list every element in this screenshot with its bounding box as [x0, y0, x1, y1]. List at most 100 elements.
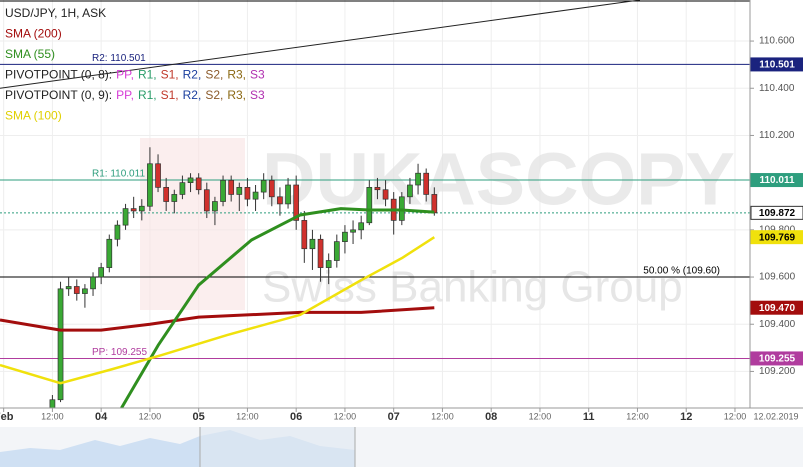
candle-body: [366, 187, 373, 224]
legend-entry: PIVOTPOINT (0, 8): PP, R1, S1, R2, S2, R3, S3: [5, 68, 265, 82]
candle-body: [106, 238, 113, 268]
level-label: 61.80 % (110.77): [644, 0, 720, 1]
candle-body: [423, 172, 430, 195]
x-tick-label: 12:00: [41, 411, 64, 421]
legend-item: R3,: [227, 88, 246, 102]
candle-body: [220, 179, 226, 202]
x-tick-label: 12:00: [431, 411, 454, 421]
level-label: PP: 109.255: [92, 347, 147, 358]
y-tick-label: 110.400: [759, 83, 795, 94]
candle-body: [49, 399, 56, 408]
x-tick-label: 12:00: [236, 411, 259, 421]
candle-body: [65, 286, 72, 290]
plot-area: R2: 110.501 R1: 110.011 PP: 109.255 50.00 %…: [0, 0, 750, 408]
candle-body: [98, 267, 105, 278]
candle-body: [301, 220, 308, 250]
candle-body: [195, 177, 202, 191]
y-tick-label: 109.400: [759, 319, 796, 330]
legend-entry: SMA (200): [5, 27, 62, 41]
legend-item: S1,: [161, 88, 179, 102]
axes: 109.200 109.400 109.600 109.800 110.200 110.4…: [0, 36, 803, 423]
price-badge: [750, 351, 803, 366]
price-badge-label: 110.011: [759, 175, 794, 186]
x-tick-label: 12:00: [529, 411, 552, 421]
legend-item: S2,: [205, 88, 223, 102]
candle-body: [130, 208, 137, 212]
candle-body: [350, 229, 356, 233]
candle-body: [382, 189, 389, 200]
legend-name: PIVOTPOINT (0, 8):: [5, 68, 112, 82]
legend-item: R2,: [183, 88, 202, 102]
watermark: DUKASCOPY: [262, 138, 735, 221]
candle-body: [309, 238, 316, 250]
price-badge: [750, 173, 803, 188]
level-label: R2: 110.501: [92, 53, 146, 64]
legend-item: PP,: [116, 88, 134, 102]
legend-item: R1,: [138, 68, 157, 82]
legend-item: S3: [250, 88, 265, 102]
x-tick-label: 12:00: [626, 411, 649, 421]
legend-item: S2,: [205, 68, 223, 82]
candle-body: [431, 194, 438, 214]
x-tick-label: 12:00: [139, 411, 162, 421]
y-tick-label: 109.600: [759, 272, 796, 283]
price-badge: [750, 205, 803, 220]
indicator-line: [120, 207, 435, 408]
candle-body: [163, 187, 170, 202]
x-tick-label: 05: [193, 411, 205, 423]
price-badge-label: 109.769: [759, 232, 796, 243]
candle-body: [228, 179, 235, 195]
legend-item: R1,: [138, 88, 157, 102]
legend-item: PP,: [116, 68, 134, 82]
candle-body: [90, 276, 96, 290]
legend-name: PIVOTPOINT (0, 9):: [5, 88, 112, 102]
price-badge-label: 110.501: [759, 60, 795, 71]
candle-body: [244, 187, 251, 200]
level-label: 50.00 % (109.60): [643, 266, 720, 277]
x-tick-label: Feb: [0, 411, 14, 423]
candle-body: [293, 184, 300, 221]
price-badge: [750, 57, 803, 72]
y-tick-label: 109.800: [759, 224, 796, 235]
candle-body: [374, 187, 381, 191]
candle-body: [407, 184, 413, 198]
legend: USD/JPY, 1H, ASK SMA (200) SMA (55) PIVOTPO…: [5, 6, 265, 123]
candle-body: [252, 191, 259, 200]
candle-body: [171, 194, 178, 202]
candle-body: [415, 172, 421, 186]
candle-body: [57, 288, 64, 401]
price-badge: [750, 300, 803, 315]
x-end-label: 12.02.2019: [753, 411, 798, 421]
candle-body: [82, 288, 88, 294]
y-tick-label: 109.200: [759, 366, 796, 377]
candle-body: [277, 196, 283, 205]
candle-body: [260, 179, 267, 193]
chart-title: USD/JPY, 1H, ASK: [5, 6, 106, 20]
x-tick-label: 08: [485, 411, 497, 423]
candle-body: [285, 184, 291, 205]
candle-body: [155, 163, 161, 188]
candle-body: [358, 222, 365, 231]
legend-entry: PIVOTPOINT (0, 9): PP, R1, S1, R2, S2, R3, S3: [5, 88, 265, 102]
legend-item: S1,: [161, 68, 179, 82]
candle-body: [317, 238, 324, 268]
watermark: Swiss Banking Group: [262, 263, 683, 312]
trendline: [0, 0, 640, 89]
x-tick-label: 04: [95, 411, 108, 423]
x-tick-label: 06: [290, 411, 302, 423]
x-tick-label: 12:00: [334, 411, 357, 421]
indicator-line: [0, 236, 435, 385]
candle-body: [179, 182, 186, 195]
legend-item: S3: [250, 68, 265, 82]
y-tick-label: 110.600: [759, 36, 795, 47]
candle-body: [138, 205, 145, 212]
navigator-window: [200, 427, 355, 467]
legend-entry: SMA (55): [5, 47, 55, 61]
candle-body: [236, 187, 243, 195]
candle-body: [212, 201, 218, 212]
y-tick-label: 110.200: [759, 130, 795, 141]
x-tick-label: 12: [680, 411, 692, 423]
candle-body: [342, 231, 348, 242]
x-tick-label: 07: [388, 411, 400, 423]
